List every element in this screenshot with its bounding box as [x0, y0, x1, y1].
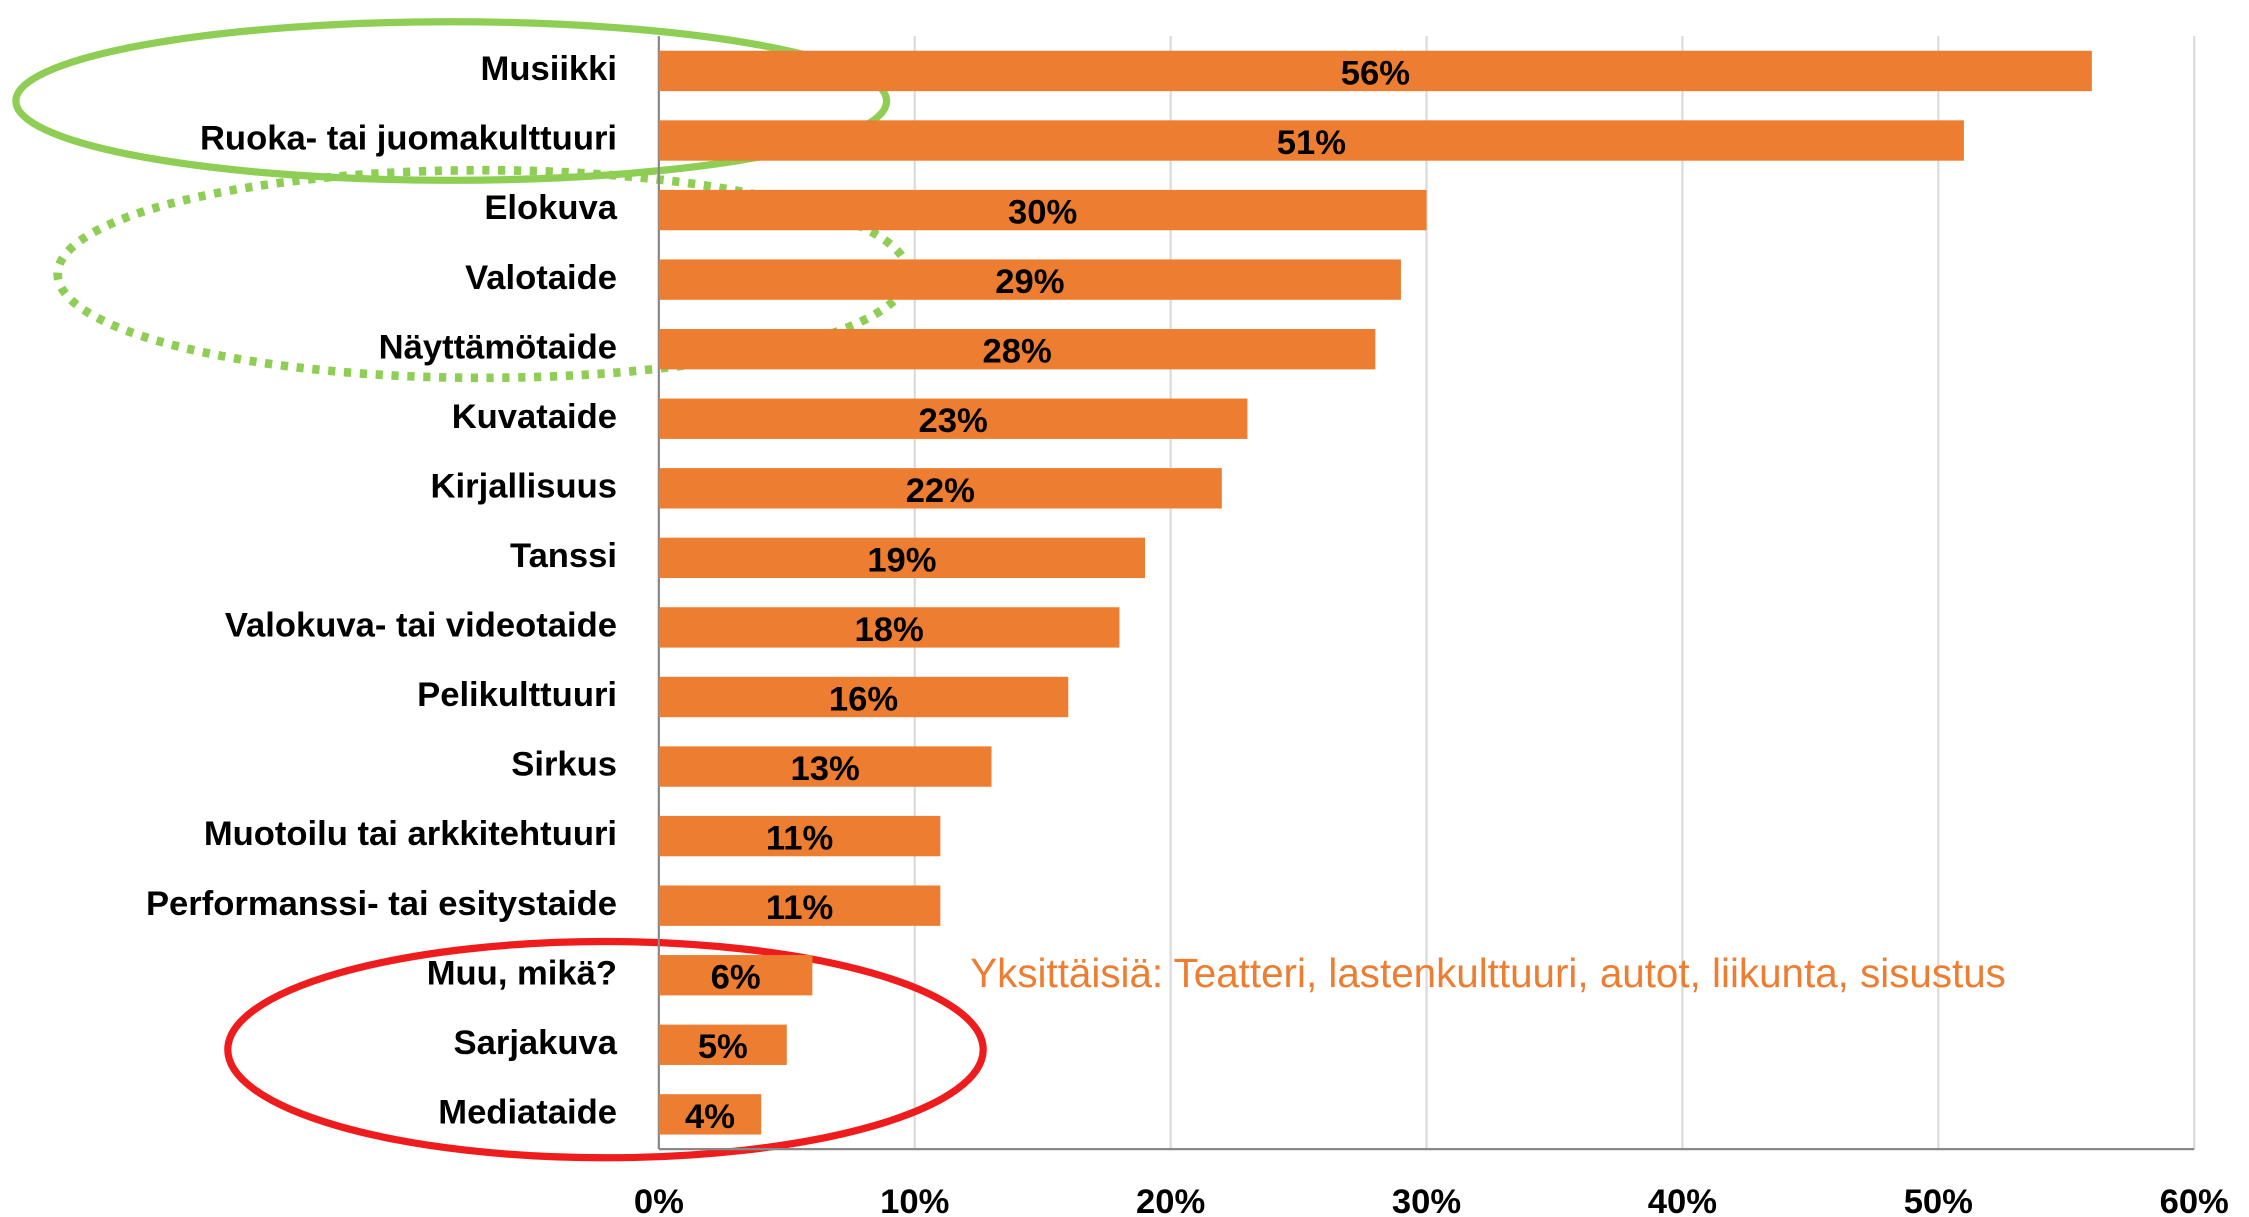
data-label: 23%	[918, 402, 987, 440]
bar	[658, 398, 1248, 439]
bar	[658, 815, 941, 857]
data-label: 16%	[829, 680, 898, 718]
data-label: 22%	[906, 472, 975, 510]
annotation: Yksittäisiä: Teatteri, lastenkulttuuri, …	[970, 950, 2006, 996]
data-label: 28%	[982, 333, 1051, 371]
data-label: 11%	[766, 889, 833, 927]
y-tick-label: Näyttämötaide	[379, 328, 617, 366]
bar	[658, 468, 1222, 509]
bar	[658, 1094, 762, 1135]
bar	[658, 120, 1964, 161]
y-tick-label: Muotoilu tai arkkitehtuuri	[204, 815, 617, 853]
x-tick-label: 40%	[1648, 1183, 1717, 1217]
x-tick-label: 50%	[1904, 1183, 1973, 1217]
bar	[658, 955, 813, 996]
x-tick-label: 10%	[880, 1183, 949, 1217]
bar	[658, 885, 941, 926]
y-tick-label: Elokuva	[484, 189, 617, 227]
y-tick-label: Sarjakuva	[454, 1024, 618, 1062]
y-tick-label: Valokuva- tai videotaide	[225, 607, 617, 645]
bar	[658, 50, 2092, 92]
bar	[658, 537, 1146, 579]
data-label: 30%	[1008, 194, 1077, 232]
data-label: 6%	[711, 959, 761, 997]
data-label: 51%	[1277, 124, 1346, 162]
y-tick-label: Valotaide	[465, 259, 617, 297]
bar	[658, 189, 1427, 231]
data-label: 29%	[995, 263, 1064, 301]
bar	[658, 259, 1401, 300]
y-tick-label: Pelikulttuuri	[417, 676, 617, 714]
data-label: 5%	[698, 1028, 748, 1066]
x-tick-label: 30%	[1392, 1183, 1461, 1217]
y-tick-label: Mediataide	[438, 1093, 617, 1131]
data-label: 19%	[867, 541, 936, 579]
data-label: 56%	[1341, 54, 1410, 92]
y-tick-label: Muu, mikä?	[427, 954, 617, 992]
x-tick-label: 20%	[1136, 1183, 1205, 1217]
bar	[658, 676, 1069, 718]
y-tick-label: Sirkus	[511, 746, 617, 784]
bar	[658, 328, 1376, 370]
x-tick-label: 0%	[634, 1183, 684, 1217]
y-tick-label: Kuvataide	[452, 398, 617, 436]
bar	[658, 1024, 787, 1065]
y-tick-label: Tanssi	[510, 537, 617, 575]
bar	[658, 607, 1120, 648]
y-tick-label: Performanssi- tai esitystaide	[146, 885, 617, 923]
y-tick-label: Musiikki	[481, 50, 618, 88]
data-label: 13%	[791, 750, 860, 788]
highlight-ellipse-red	[224, 937, 987, 1162]
x-tick-label: 60%	[2160, 1183, 2229, 1217]
y-tick-label: Ruoka- tai juomakulttuuri	[200, 120, 617, 158]
data-label: 18%	[855, 611, 924, 649]
y-tick-label: Kirjallisuus	[431, 467, 617, 505]
highlight-ellipse	[12, 18, 891, 184]
data-label: 11%	[766, 820, 833, 858]
bar	[658, 746, 992, 787]
data-label: 4%	[685, 1098, 735, 1136]
